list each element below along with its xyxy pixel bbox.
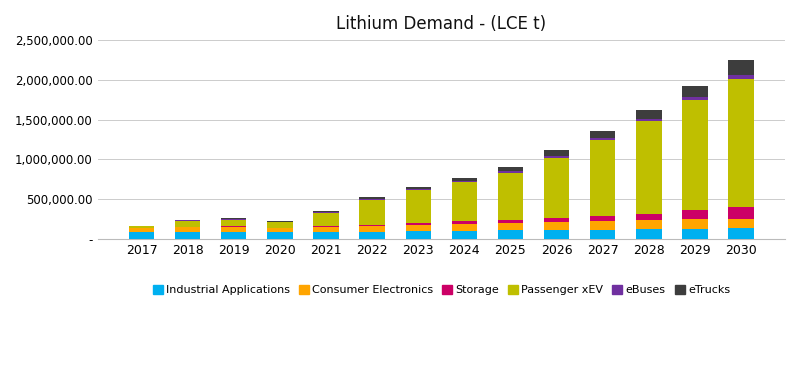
Bar bbox=[221, 218, 246, 219]
Bar bbox=[636, 229, 662, 239]
Bar bbox=[221, 227, 246, 232]
Bar bbox=[728, 208, 754, 219]
Bar bbox=[636, 110, 662, 119]
Bar bbox=[590, 229, 615, 239]
Bar bbox=[590, 221, 615, 229]
Bar bbox=[544, 230, 570, 239]
Bar bbox=[314, 211, 338, 212]
Bar bbox=[544, 218, 570, 222]
Bar bbox=[359, 197, 385, 199]
Bar bbox=[498, 230, 523, 239]
Bar bbox=[682, 219, 708, 229]
Bar bbox=[498, 173, 523, 220]
Bar bbox=[359, 199, 385, 200]
Bar bbox=[406, 231, 431, 239]
Bar bbox=[314, 232, 338, 239]
Bar bbox=[498, 220, 523, 223]
Bar bbox=[267, 221, 293, 222]
Bar bbox=[728, 219, 754, 228]
Bar bbox=[590, 140, 615, 216]
Bar bbox=[175, 220, 200, 221]
Title: Lithium Demand - (LCE t): Lithium Demand - (LCE t) bbox=[336, 15, 546, 33]
Bar bbox=[498, 171, 523, 173]
Bar bbox=[590, 131, 615, 138]
Bar bbox=[544, 156, 570, 158]
Bar bbox=[129, 232, 154, 239]
Bar bbox=[682, 210, 708, 219]
Bar bbox=[406, 189, 431, 190]
Bar bbox=[314, 226, 338, 227]
Bar bbox=[221, 219, 246, 220]
Bar bbox=[314, 212, 338, 213]
Bar bbox=[406, 223, 431, 225]
Bar bbox=[452, 224, 477, 231]
Bar bbox=[406, 225, 431, 231]
Bar bbox=[267, 222, 293, 228]
Bar bbox=[682, 86, 708, 97]
Bar bbox=[221, 232, 246, 239]
Bar bbox=[544, 150, 570, 156]
Bar bbox=[359, 200, 385, 225]
Bar bbox=[682, 229, 708, 239]
Bar bbox=[406, 190, 431, 223]
Bar bbox=[728, 60, 754, 75]
Bar bbox=[636, 220, 662, 229]
Bar bbox=[544, 222, 570, 230]
Bar bbox=[175, 227, 200, 232]
Bar bbox=[498, 167, 523, 171]
Bar bbox=[544, 158, 570, 218]
Bar bbox=[728, 228, 754, 239]
Bar bbox=[682, 97, 708, 101]
Bar bbox=[314, 213, 338, 226]
Bar bbox=[129, 226, 154, 228]
Bar bbox=[728, 79, 754, 208]
Bar bbox=[314, 227, 338, 232]
Bar bbox=[682, 101, 708, 210]
Bar bbox=[636, 122, 662, 214]
Bar bbox=[406, 187, 431, 189]
Bar bbox=[452, 183, 477, 221]
Bar bbox=[359, 226, 385, 232]
Bar bbox=[175, 232, 200, 239]
Bar bbox=[452, 221, 477, 224]
Bar bbox=[636, 214, 662, 220]
Legend: Industrial Applications, Consumer Electronics, Storage, Passenger xEV, eBuses, e: Industrial Applications, Consumer Electr… bbox=[148, 280, 734, 299]
Bar bbox=[728, 75, 754, 79]
Bar bbox=[498, 223, 523, 230]
Bar bbox=[452, 181, 477, 183]
Bar bbox=[452, 178, 477, 181]
Bar bbox=[359, 232, 385, 239]
Bar bbox=[221, 226, 246, 227]
Bar bbox=[359, 225, 385, 226]
Bar bbox=[452, 231, 477, 239]
Bar bbox=[175, 221, 200, 227]
Bar bbox=[221, 220, 246, 226]
Bar bbox=[636, 119, 662, 122]
Bar bbox=[590, 138, 615, 140]
Bar bbox=[267, 228, 293, 232]
Bar bbox=[267, 232, 293, 239]
Bar bbox=[590, 216, 615, 221]
Bar bbox=[129, 228, 154, 232]
